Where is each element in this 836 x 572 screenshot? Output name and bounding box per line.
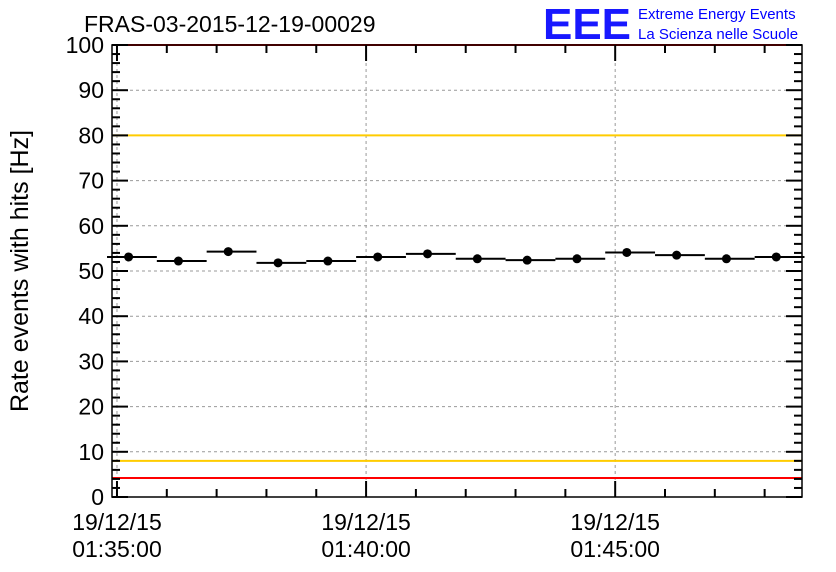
data-point: [173, 256, 183, 266]
x-tick-date: 19/12/15: [321, 509, 411, 535]
data-point: [273, 258, 283, 268]
data-point: [223, 247, 233, 257]
logo-line1: Extreme Energy Events: [638, 6, 796, 23]
data-point: [124, 252, 134, 262]
y-tick-label: 30: [78, 348, 104, 374]
data-point: [522, 255, 532, 265]
data-point: [672, 250, 682, 260]
y-tick-label: 60: [78, 213, 104, 239]
x-tick-time: 01:35:00: [72, 536, 162, 562]
data-point: [323, 256, 333, 266]
data-point: [373, 252, 383, 262]
y-tick-label: 100: [66, 32, 104, 58]
data-point: [771, 252, 781, 262]
y-tick-label: 80: [78, 122, 104, 148]
eee-logo: EEE Extreme Energy Events La Scienza nel…: [543, 0, 798, 49]
data-point: [622, 247, 632, 257]
y-tick-label: 70: [78, 168, 104, 194]
x-tick-time: 01:45:00: [570, 536, 660, 562]
y-tick-label: 40: [78, 303, 104, 329]
data-point: [472, 254, 482, 264]
data-point: [423, 249, 433, 259]
x-tick-date: 19/12/15: [72, 509, 162, 535]
y-tick-label: 20: [78, 394, 104, 420]
y-tick-label: 0: [91, 484, 104, 510]
y-tick-label: 50: [78, 258, 104, 284]
x-tick-date: 19/12/15: [570, 509, 660, 535]
logo-line2: La Scienza nelle Scuole: [638, 26, 798, 43]
data-point: [572, 254, 582, 264]
y-tick-label: 90: [78, 77, 104, 103]
logo-mark: EEE: [543, 0, 631, 49]
y-axis-label: Rate events with hits [Hz]: [6, 130, 34, 412]
data-point: [721, 254, 731, 264]
chart-title: FRAS-03-2015-12-19-00029: [84, 11, 376, 37]
y-tick-label: 10: [78, 439, 104, 465]
x-tick-time: 01:40:00: [321, 536, 411, 562]
